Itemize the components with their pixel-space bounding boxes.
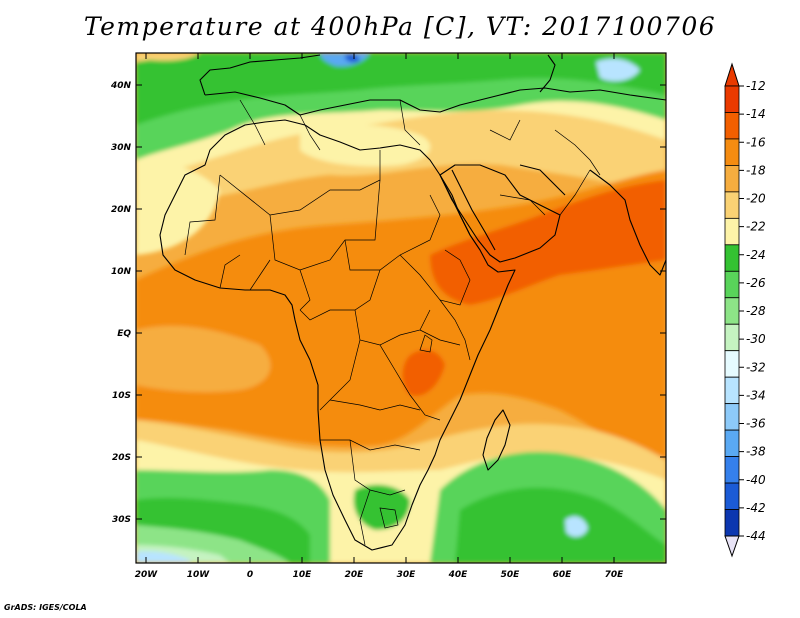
colorbar-segment bbox=[724, 85, 740, 113]
colorbar-segment bbox=[724, 456, 740, 484]
lat-label: 20N bbox=[111, 205, 132, 215]
colorbar-segment bbox=[724, 244, 740, 272]
colorbar: -12 -14 -16 -18 -20 -22 -24 -26 -28 -30 -32 -34 -36 -… bbox=[724, 62, 766, 558]
colorbar-label: -26 bbox=[746, 276, 766, 290]
longitude-labels: 20W 10W 0 10E 20E 30E 40E 50E 60E 70E bbox=[135, 570, 624, 580]
lat-label: 30S bbox=[112, 515, 131, 525]
colorbar-label: -20 bbox=[746, 192, 766, 206]
colorbar-label: -32 bbox=[746, 360, 766, 374]
lat-label: 10S bbox=[112, 391, 131, 401]
grads-credit: GrADS: IGES/COLA bbox=[4, 603, 87, 612]
colorbar-segment bbox=[724, 403, 740, 431]
latitude-labels: 40N 30N 20N 10N EQ 10S 20S 30S bbox=[110, 81, 132, 525]
axis-ticks bbox=[136, 53, 666, 563]
colorbar-label: -38 bbox=[746, 445, 766, 459]
lon-label: 60E bbox=[553, 570, 573, 580]
lat-label: EQ bbox=[117, 329, 131, 339]
lat-label: 40N bbox=[110, 81, 132, 91]
colorbar-label: -22 bbox=[746, 220, 766, 234]
lon-label: 70E bbox=[605, 570, 625, 580]
colorbar-segment bbox=[724, 350, 740, 378]
colorbar-label: -34 bbox=[746, 388, 766, 402]
colorbar-segment bbox=[724, 509, 740, 537]
colorbar-segment bbox=[724, 429, 740, 457]
colorbar-segment bbox=[724, 376, 740, 405]
colorbar-segment bbox=[724, 323, 740, 352]
colorbar-label: -18 bbox=[746, 163, 766, 177]
colorbar-segment bbox=[724, 165, 740, 193]
colorbar-segment bbox=[724, 217, 740, 246]
colorbar-label: -44 bbox=[746, 529, 766, 543]
colorbar-segment bbox=[724, 482, 740, 510]
colorbar-segment bbox=[724, 138, 740, 166]
colorbar-label: -42 bbox=[746, 501, 766, 515]
lon-label: 50E bbox=[501, 570, 521, 580]
map-title: Temperature at 400hPa [C], VT: 201710070… bbox=[83, 12, 717, 41]
colorbar-segment bbox=[724, 112, 740, 140]
map-frame bbox=[135, 52, 667, 564]
lat-label: 20S bbox=[112, 453, 131, 463]
lon-label: 20E bbox=[345, 570, 365, 580]
colorbar-label: -12 bbox=[746, 79, 766, 93]
lat-label: 30N bbox=[111, 143, 132, 153]
lon-label: 10E bbox=[293, 570, 313, 580]
colorbar-label: -36 bbox=[746, 417, 766, 431]
colorbar-label: -14 bbox=[746, 107, 766, 121]
lon-label: 40E bbox=[448, 570, 469, 580]
lon-label: 0 bbox=[247, 570, 253, 580]
colorbar-label: -16 bbox=[746, 135, 766, 149]
lon-label: 20W bbox=[135, 570, 159, 580]
colorbar-label: -24 bbox=[746, 248, 766, 262]
coastlines bbox=[159, 54, 666, 551]
colorbar-label: -40 bbox=[746, 473, 766, 487]
colorbar-segment bbox=[724, 297, 740, 325]
lat-label: 10N bbox=[111, 267, 132, 277]
colorbar-top-triangle bbox=[724, 62, 740, 87]
lon-label: 30E bbox=[397, 570, 417, 580]
country-borders bbox=[184, 99, 601, 546]
map-plot-area bbox=[136, 53, 666, 563]
colorbar-label: -28 bbox=[746, 304, 766, 318]
colorbar-segment bbox=[724, 191, 740, 219]
colorbar-bottom-triangle bbox=[724, 535, 740, 558]
lon-label: 10W bbox=[187, 570, 211, 580]
colorbar-segment bbox=[724, 270, 740, 299]
colorbar-label: -30 bbox=[746, 332, 766, 346]
